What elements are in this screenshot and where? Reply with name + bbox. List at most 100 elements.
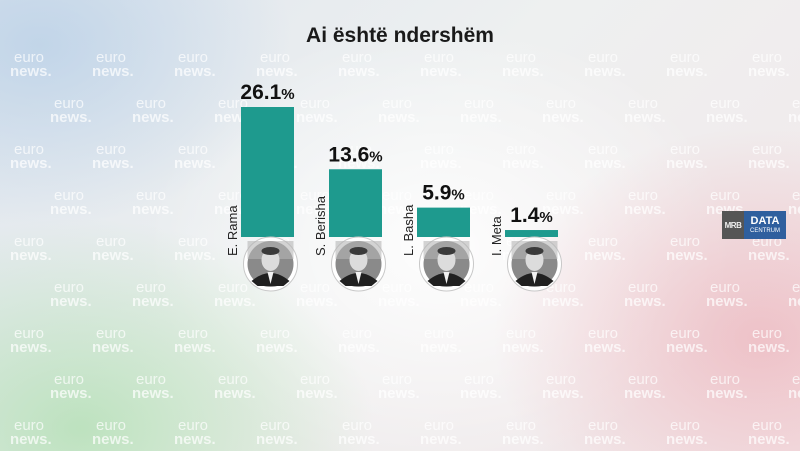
bars-group: 26.1% E. Rama 13.6% S. Berisha 5.9% L. Basha 1… [225,81,562,292]
watermark-euro: euro [14,417,44,434]
watermark-news: news. [214,385,256,402]
watermark-euro: euro [628,187,658,204]
watermark-news: news. [256,431,298,448]
watermark-euro: euro [670,233,700,250]
watermark-euro: euro [752,141,782,158]
watermark-news: news. [214,293,256,310]
watermark-euro: euro [260,49,290,66]
watermark-euro: euro [752,49,782,66]
watermark-euro: euro [96,233,126,250]
watermark-news: news. [788,385,800,402]
watermark-euro: euro [464,187,494,204]
watermark-news: news. [174,247,216,264]
watermark-euro: euro [178,325,208,342]
watermark-euro: euro [546,187,576,204]
watermark-euro: euro [260,325,290,342]
watermark-news: news. [624,201,666,218]
watermark-euro: euro [342,49,372,66]
watermark-news: news. [10,339,52,356]
watermark-news: news. [706,385,748,402]
watermark-news: news. [174,339,216,356]
watermark-euro: euro [464,279,494,296]
value-label-unit: % [281,86,294,103]
watermark-euro: euro [464,95,494,112]
watermark-news: news. [502,431,544,448]
value-label: 26.1% [240,81,294,104]
value-label: 1.4% [510,204,553,227]
watermark-euro: euro [54,279,84,296]
watermark-news: news. [50,201,92,218]
watermark-news: news. [10,247,52,264]
value-label: 5.9% [422,182,465,205]
watermark-news: news. [502,63,544,80]
watermark-news: news. [296,385,338,402]
watermark-news: news. [50,109,92,126]
watermark-news: news. [666,339,708,356]
watermark-news: news. [256,339,298,356]
watermark-news: news. [420,431,462,448]
category-label: I. Meta [489,215,504,256]
watermark-news: news. [666,247,708,264]
chart-title: Ai është ndershëm [306,24,494,47]
watermark-euro: euro [424,325,454,342]
watermark-news: news. [788,293,800,310]
watermark-euro: euro [14,325,44,342]
watermark-news: news. [788,201,800,218]
category-label: L. Basha [401,204,416,256]
watermark-euro: euro [710,187,740,204]
watermark-euro: euro [178,49,208,66]
watermark-euro: euro [752,325,782,342]
watermark-euro: euro [218,187,248,204]
watermark-news: news. [92,247,134,264]
watermark-news: news. [460,385,502,402]
value-label-unit: % [539,209,552,226]
watermark-news: news. [338,339,380,356]
watermark-news: news. [132,109,174,126]
watermark-euro: euro [588,49,618,66]
bar [505,230,558,237]
candidate-portrait [419,236,474,292]
watermark-news: news. [748,155,790,172]
watermark-euro: euro [628,371,658,388]
watermark-news: news. [460,293,502,310]
watermark-euro: euro [342,417,372,434]
bar [329,169,382,237]
watermark-euro: euro [792,95,800,112]
watermark-euro: euro [424,49,454,66]
watermark-news: news. [92,431,134,448]
category-label: S. Berisha [313,195,328,256]
watermark-news: news. [296,293,338,310]
value-label-number: 26.1 [240,81,281,104]
watermark-news: news. [788,109,800,126]
watermark-news: news. [338,155,380,172]
